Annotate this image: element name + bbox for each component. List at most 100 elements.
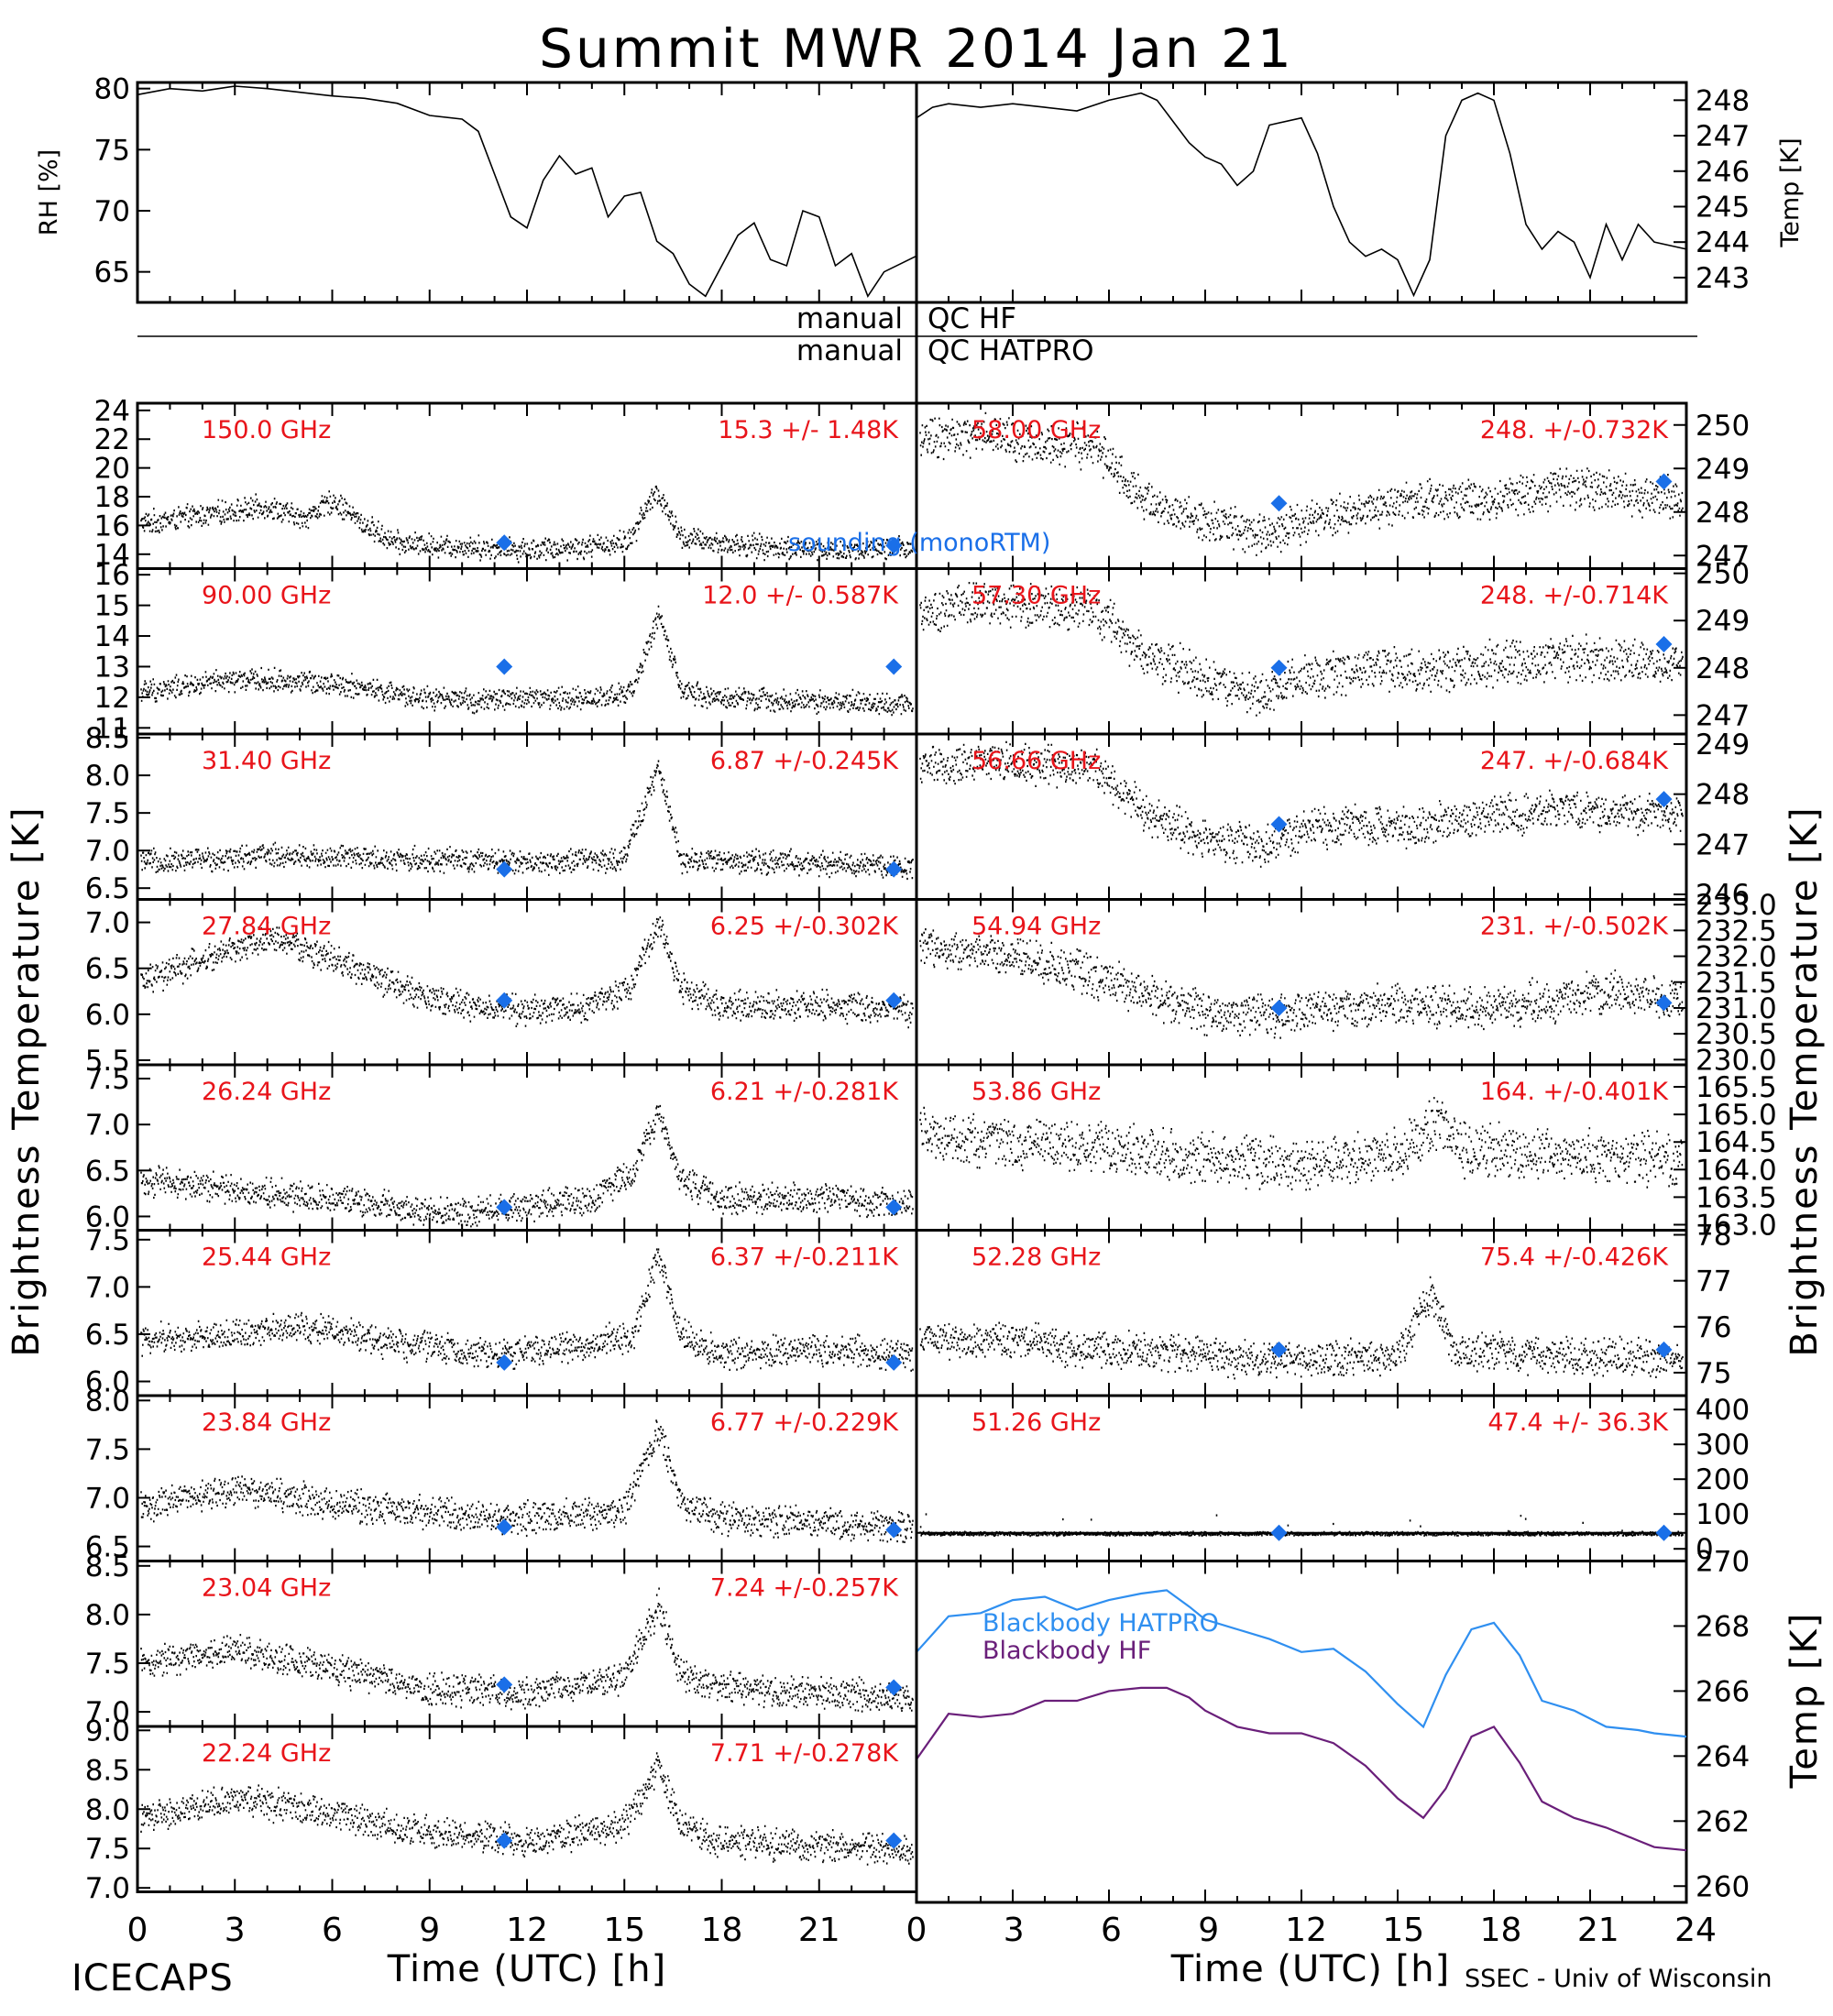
- xlabel-left: Time (UTC) [h]: [387, 1948, 666, 1990]
- y-tick-label: 15: [94, 590, 130, 623]
- channel-label: 52.28 GHz: [971, 1244, 1101, 1272]
- y-tick-label: 6.5: [85, 872, 130, 905]
- sounding-marker: [885, 537, 903, 554]
- x-tick-label: 3: [225, 1912, 246, 1949]
- y-tick-label: 247: [1696, 699, 1750, 732]
- x-tick-label: 12: [506, 1912, 548, 1949]
- sounding-marker: [1655, 1524, 1673, 1541]
- y-tick-label: 100: [1696, 1498, 1750, 1531]
- channel-label: 58.00 GHz: [971, 416, 1101, 444]
- sounding-marker: [496, 658, 513, 675]
- y-tick-label: 266: [1696, 1675, 1750, 1708]
- sounding-marker: [1270, 816, 1288, 833]
- y-tick-label: 6.0: [85, 1200, 130, 1233]
- sounding-marker: [496, 1676, 513, 1693]
- x-tick-label: 3: [1004, 1912, 1025, 1949]
- bt-trace: [919, 1276, 1684, 1380]
- qc-strip: manual QC HF manual QC HATPRO: [137, 302, 1697, 367]
- y-tick-label: 250: [1696, 410, 1750, 443]
- stat-label: 164. +/-0.401K: [1480, 1078, 1669, 1106]
- y-tick-label: 18: [94, 481, 130, 514]
- y-tick-label: 14: [94, 539, 130, 572]
- sounding-marker: [1655, 791, 1673, 808]
- bt-trace: [140, 485, 914, 564]
- y-tick-label: 243: [1696, 262, 1750, 295]
- sounding-marker: [885, 1199, 903, 1216]
- legend-bb-hf: Blackbody HF: [982, 1637, 1151, 1665]
- y-tick-label: 78: [1696, 1220, 1731, 1253]
- legend-sounding: sounding (monoRTM): [788, 529, 1050, 557]
- y-tick-label: 247: [1696, 120, 1750, 153]
- y-tick-label: 231.5: [1696, 967, 1777, 1000]
- y-tick-label: 7.5: [85, 797, 130, 830]
- y-tick-label: 247: [1696, 540, 1750, 573]
- y-tick-label: 248: [1696, 652, 1750, 685]
- bt-trace: [919, 928, 1684, 1039]
- bt-trace: [919, 411, 1684, 556]
- bt-trace: [140, 1419, 914, 1543]
- y-tick-label: 7.5: [85, 1433, 130, 1466]
- sounding-marker: [885, 1521, 903, 1539]
- temp-line: [916, 92, 1687, 298]
- y-tick-label: 75: [94, 134, 130, 167]
- rh-y-ticks: 65 70 75 80: [94, 73, 917, 302]
- x-tick-label: 18: [1480, 1912, 1522, 1949]
- y-tick-label: 7.5: [85, 1224, 130, 1257]
- y-tick-label: 248: [1696, 84, 1750, 117]
- stat-label: 75.4 +/-0.426K: [1480, 1244, 1669, 1272]
- x-tick-label: 18: [701, 1912, 743, 1949]
- y-tick-label: 12: [94, 682, 130, 715]
- channel-label: 25.44 GHz: [202, 1244, 331, 1272]
- x-tick-label: 21: [798, 1912, 840, 1949]
- stat-label: 6.25 +/-0.302K: [710, 913, 899, 941]
- sounding-marker: [885, 992, 903, 1009]
- y-tick-label: 11: [94, 712, 130, 745]
- y-tick-label: 7.5: [85, 1833, 130, 1866]
- sounding-marker: [1655, 1341, 1673, 1358]
- panel-left-4: 27.84 GHz 6.25 +/-0.302K 5.5 6.0 6.5 7.0: [85, 898, 918, 1078]
- sounding-marker: [885, 1832, 903, 1849]
- y-tick-label: 268: [1696, 1610, 1750, 1643]
- bt-trace: [140, 1587, 914, 1713]
- y-tick-label: 75: [1696, 1357, 1731, 1390]
- sounding-marker: [885, 860, 903, 878]
- y-tick-label: 76: [1696, 1311, 1731, 1344]
- y-tick-label: 230.0: [1696, 1044, 1777, 1077]
- channel-label: 57.30 GHz: [971, 582, 1101, 610]
- y-tick-label: 6.0: [85, 999, 130, 1032]
- figure-title: Summit MWR 2014 Jan 21: [539, 17, 1294, 80]
- sounding-marker: [496, 1199, 513, 1216]
- y-tick-label: 70: [94, 195, 130, 228]
- stat-label: 47.4 +/- 36.3K: [1487, 1408, 1669, 1437]
- bt-trace: [140, 605, 914, 717]
- channel-label: 31.40 GHz: [202, 747, 331, 775]
- bb-hatpro-line: [916, 1589, 1687, 1738]
- x-tick-label: 12: [1285, 1912, 1327, 1949]
- bt-trace: [919, 582, 1684, 717]
- x-tick-labels: 0 0 3 3 6 6 9 9 12 12 15 15 18 18 21 21 24: [127, 1912, 1717, 1949]
- y-tick-label: 80: [94, 73, 130, 106]
- qc-hatpro-label: QC HATPRO: [927, 334, 1094, 367]
- y-tick-label: 13: [94, 651, 130, 684]
- stat-label: 12.0 +/- 0.587K: [702, 582, 899, 610]
- y-tick-label: 231.0: [1696, 992, 1777, 1025]
- stat-label: 15.3 +/- 1.48K: [718, 416, 899, 444]
- y-tick-label: 7.0: [85, 1696, 130, 1729]
- y-tick-label: 249: [1696, 729, 1750, 761]
- y-tick-label: 249: [1696, 605, 1750, 638]
- channel-label: 51.26 GHz: [971, 1408, 1101, 1437]
- sounding-marker: [885, 658, 903, 675]
- y-tick-label: 244: [1696, 226, 1750, 259]
- sounding-marker: [496, 1353, 513, 1371]
- y-tick-label: 165.5: [1696, 1071, 1777, 1104]
- y-tick-label: 7.0: [85, 1482, 130, 1515]
- sounding-marker: [1270, 1524, 1288, 1541]
- y-tick-label: 270: [1696, 1546, 1750, 1579]
- stat-label: 6.87 +/-0.245K: [710, 747, 899, 775]
- x-tick-label: 6: [1101, 1912, 1122, 1949]
- rh-line: [137, 85, 917, 299]
